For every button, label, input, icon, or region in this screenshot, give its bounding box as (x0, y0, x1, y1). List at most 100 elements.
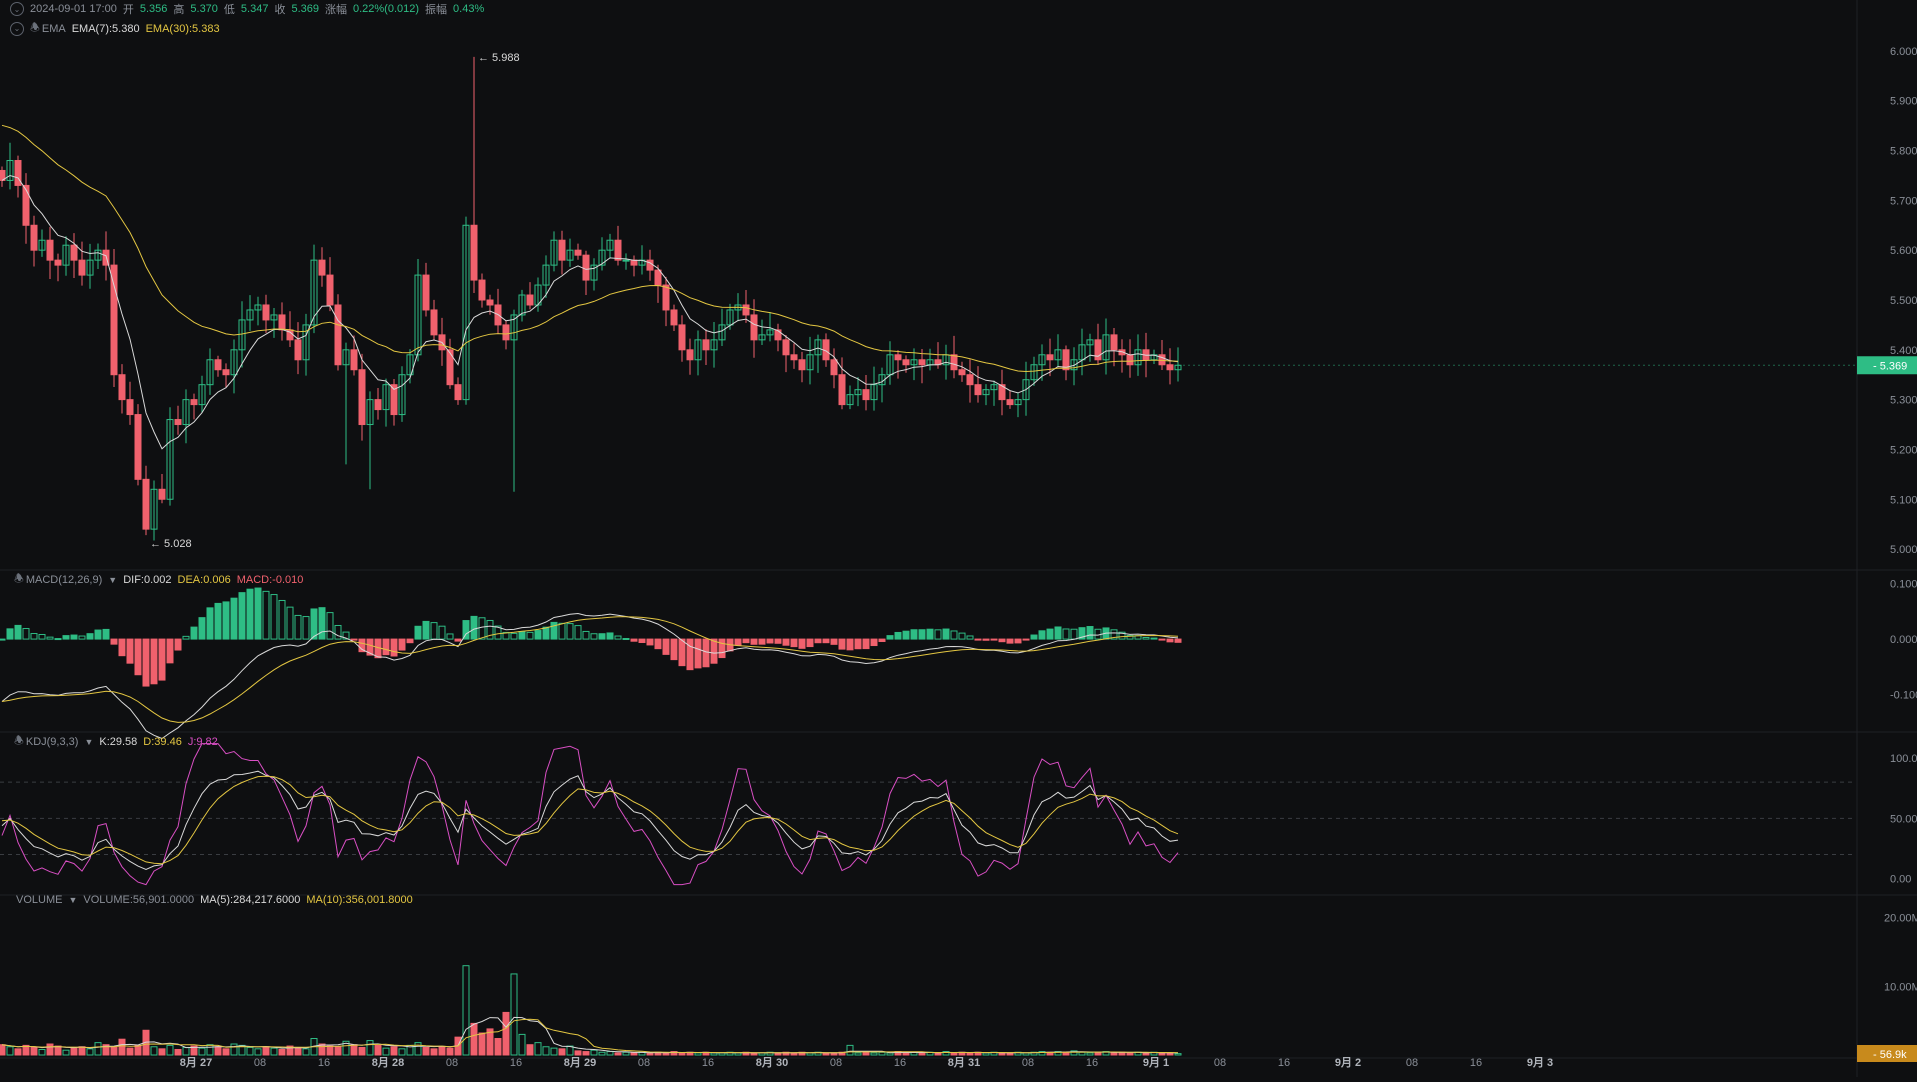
k-value: K:29.58 (99, 735, 138, 748)
macd-bar (902, 630, 910, 640)
candle (358, 369, 366, 426)
macd-bar (694, 638, 702, 669)
chevron-down-icon[interactable]: ▼ (108, 574, 118, 585)
volume-bar (478, 1032, 486, 1056)
price-tick-label: 5.000 (1890, 544, 1917, 556)
macd-bar (318, 607, 326, 640)
macd-bar (1126, 635, 1134, 640)
volume-bar (430, 1048, 438, 1056)
volume-bar (246, 1046, 254, 1056)
macd-bar (942, 628, 950, 640)
chevron-down-icon[interactable]: ▼ (84, 736, 94, 747)
candle (582, 254, 590, 281)
macd-bar (206, 607, 214, 640)
price-tick-label: 5.900 (1890, 96, 1917, 108)
macd-bar (894, 631, 902, 640)
collapse-icon[interactable]: ⌄ (10, 2, 24, 16)
volume-bar (22, 1044, 30, 1056)
collapse-icon[interactable]: ⌄ (10, 21, 24, 36)
volume-bar (630, 1052, 638, 1056)
macd-bar (886, 635, 894, 640)
macd-bar (54, 638, 62, 641)
candle (294, 339, 302, 361)
macd-legend: 🕭 MACD(12,26,9) ▼ DIF:0.002 DEA:0.006 MA… (14, 570, 303, 589)
candle (1014, 399, 1022, 406)
candle (982, 389, 990, 396)
volume-bar (662, 1052, 670, 1056)
volume-bar (6, 1046, 14, 1056)
volume-bar (462, 965, 470, 1056)
x-tick-label: 08 (1406, 1057, 1418, 1069)
candle (406, 354, 414, 376)
candle (422, 274, 430, 311)
candle (750, 314, 758, 341)
macd-bar (14, 624, 22, 640)
candle (134, 414, 142, 480)
macd-bar (478, 617, 486, 640)
current-volume-label: - 56.9k (1873, 1049, 1907, 1061)
change-value: 0.22%(0.012) (352, 3, 420, 15)
candle (1054, 349, 1062, 361)
candle (118, 374, 126, 401)
dea-value: DEA:0.006 (177, 573, 231, 586)
candle (510, 314, 518, 341)
candle (54, 259, 62, 266)
macd-bar (134, 638, 142, 676)
macd-bar (302, 616, 310, 640)
x-tick-label: 08 (638, 1057, 650, 1069)
macd-bar (1038, 630, 1046, 640)
candle (110, 264, 118, 376)
macd-bar (1142, 637, 1150, 640)
macd-bar (1014, 638, 1022, 644)
x-tick-label: 9月 2 (1335, 1056, 1361, 1069)
volume-bar (438, 1046, 446, 1056)
volume-bar (854, 1052, 862, 1056)
volume-bar (102, 1044, 110, 1056)
volume-bar (254, 1048, 262, 1056)
high-value: 5.370 (190, 3, 218, 15)
macd-bar (758, 638, 766, 645)
macd-bar (1078, 627, 1086, 640)
volume-bar (374, 1044, 382, 1056)
macd-bar (1158, 638, 1166, 641)
macd-bar (1030, 634, 1038, 640)
macd-bar (846, 638, 854, 651)
bell-icon[interactable]: 🕭 (30, 22, 40, 34)
macd-bar (750, 638, 758, 645)
macd-bar (958, 632, 966, 640)
candle (902, 359, 910, 366)
candle (918, 359, 926, 366)
macd-tick-label: 0.100 (1890, 579, 1917, 591)
macd-bar (390, 638, 398, 657)
candle (990, 384, 998, 391)
volume-bar (534, 1042, 542, 1056)
volume-bar (294, 1046, 302, 1056)
volume-bar (502, 1011, 510, 1056)
candle (958, 369, 966, 376)
volume-bar (558, 1048, 566, 1056)
candle (894, 354, 902, 361)
x-tick-label: 16 (702, 1057, 714, 1069)
candle (206, 359, 214, 386)
chevron-down-icon[interactable]: ▼ (68, 895, 78, 905)
kdj-tick-label: 0.00 (1890, 874, 1911, 886)
volume-bar (1126, 1052, 1134, 1056)
volume-bar (174, 1049, 182, 1056)
volume-bar (750, 1052, 758, 1056)
x-tick-label: 16 (1470, 1057, 1482, 1069)
candle (1062, 349, 1070, 371)
bell-icon[interactable]: 🕭 (14, 573, 24, 585)
macd-bar (446, 633, 454, 640)
bell-icon[interactable]: 🕭 (14, 735, 24, 747)
candle (702, 339, 710, 351)
candle (550, 239, 558, 266)
ema7-value: EMA(7):5.380 (71, 22, 140, 35)
volume-bar (350, 1044, 358, 1056)
volume-bar (30, 1046, 38, 1056)
candle (270, 314, 278, 321)
candle (430, 309, 438, 336)
macd-bar (470, 615, 478, 640)
candle (374, 399, 382, 411)
volume-bar (1086, 1052, 1094, 1056)
